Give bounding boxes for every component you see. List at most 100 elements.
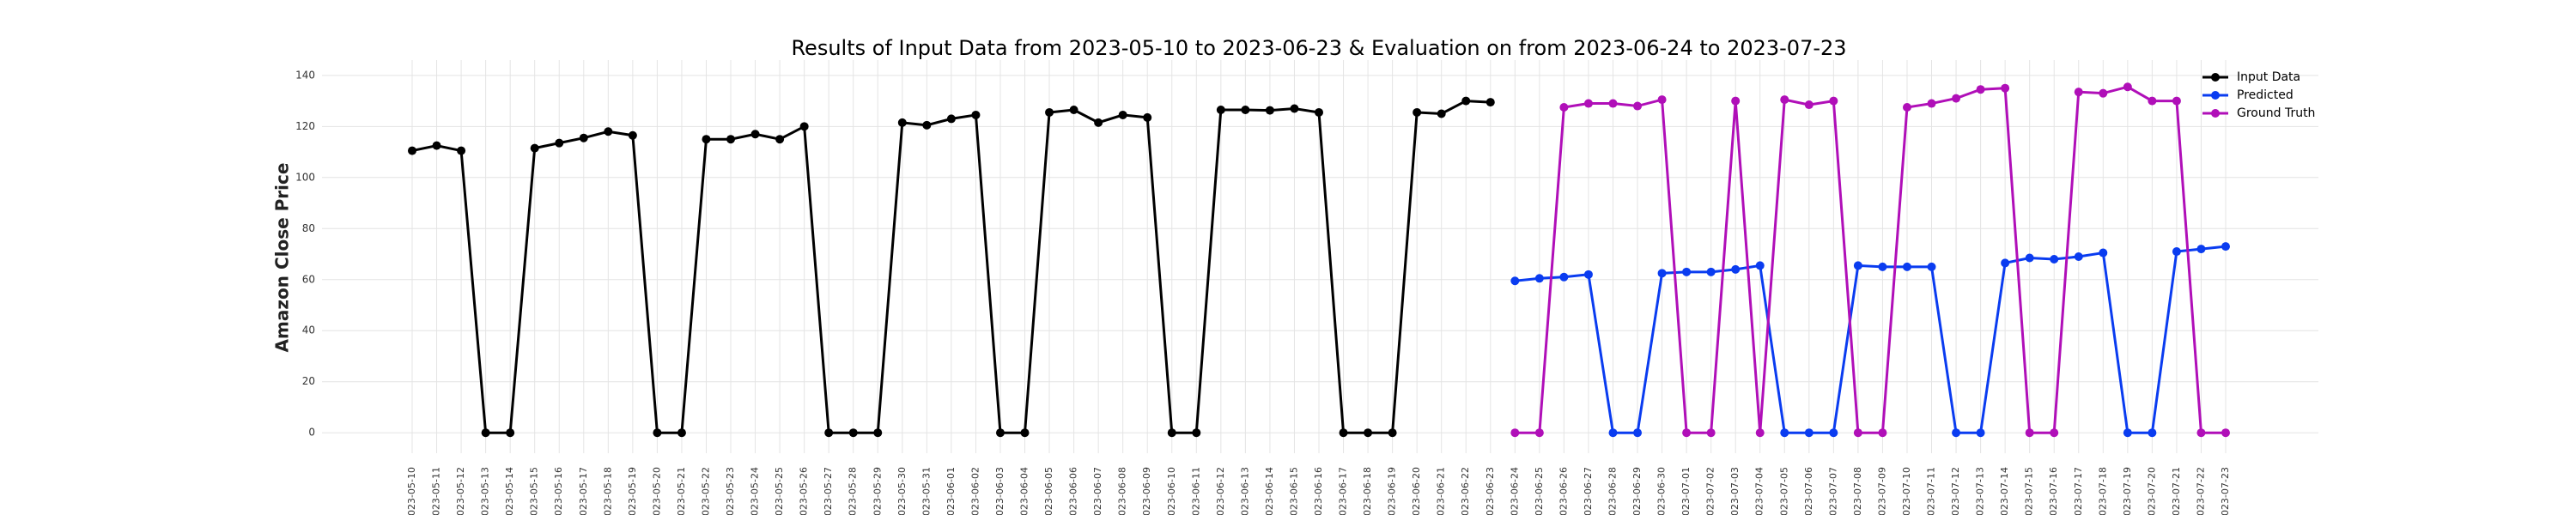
legend-label: Predicted: [2237, 88, 2293, 102]
x-tick-label: 2023-07-13: [1975, 467, 1986, 515]
data-point: [2099, 88, 2108, 98]
data-point: [1902, 103, 1911, 112]
data-point: [2001, 258, 2010, 268]
data-point: [1413, 107, 1422, 117]
x-tick-label: 2023-06-17: [1338, 467, 1349, 515]
data-point: [1927, 99, 1936, 108]
data-point: [2025, 428, 2034, 438]
data-point: [1069, 105, 1078, 114]
x-tick-label: 2023-06-07: [1092, 467, 1103, 515]
x-tick-label: 2023-05-26: [799, 467, 810, 515]
data-point: [1510, 428, 1520, 438]
data-point: [1118, 110, 1127, 119]
data-point: [750, 130, 760, 139]
x-tick-label: 2023-05-11: [431, 467, 442, 515]
x-tick-label: 2023-06-25: [1534, 467, 1545, 515]
data-point: [1143, 112, 1152, 122]
data-point: [1976, 428, 1985, 438]
data-point: [726, 135, 736, 144]
data-point: [2050, 428, 2059, 438]
data-point: [1020, 428, 1030, 438]
data-point: [1706, 267, 1716, 276]
data-point: [922, 120, 932, 130]
data-point: [775, 135, 785, 144]
data-point: [2025, 253, 2034, 263]
data-point: [1534, 428, 1544, 438]
data-point: [799, 122, 809, 131]
x-tick-label: 2023-07-17: [2073, 467, 2084, 515]
data-point: [604, 127, 613, 136]
data-point: [946, 114, 956, 124]
x-tick-label: 2023-06-22: [1460, 467, 1471, 515]
data-point: [1731, 264, 1741, 274]
x-tick-label: 2023-05-17: [578, 467, 589, 515]
x-tick-label: 2023-07-23: [2220, 467, 2231, 515]
x-tick-label: 2023-06-23: [1485, 467, 1496, 515]
data-point: [1780, 95, 1789, 105]
data-point: [1927, 262, 1936, 271]
data-point: [1682, 267, 1692, 276]
x-tick-label: 2023-07-21: [2171, 467, 2182, 515]
x-tick-label: 2023-06-21: [1436, 467, 1447, 515]
x-tick-label: 2023-06-09: [1141, 467, 1152, 515]
data-point: [2172, 96, 2181, 106]
x-tick-label: 2023-05-20: [651, 467, 662, 515]
data-point: [897, 118, 907, 127]
data-point: [1265, 106, 1274, 115]
y-tick-label: 0: [308, 427, 315, 439]
x-tick-label: 2023-07-16: [2048, 467, 2059, 515]
data-point: [653, 428, 662, 438]
data-point: [1878, 262, 1887, 271]
data-point: [1534, 274, 1544, 283]
data-point: [1829, 428, 1838, 438]
data-point: [2074, 88, 2083, 97]
data-point: [408, 146, 416, 155]
x-tick-label: 2023-06-11: [1190, 467, 1201, 515]
data-point: [1682, 428, 1692, 438]
data-point: [1755, 428, 1765, 438]
y-tick-label: 140: [295, 69, 315, 81]
data-point: [1952, 94, 1961, 103]
data-point: [2123, 428, 2132, 438]
x-tick-label: 2023-06-02: [969, 467, 981, 515]
x-tick-label: 2023-07-11: [1926, 467, 1937, 515]
data-point: [2148, 96, 2157, 106]
y-tick-label: 100: [295, 171, 315, 183]
x-tick-label: 2023-06-03: [994, 467, 1005, 515]
data-point: [2196, 245, 2206, 254]
data-point: [1853, 261, 1862, 270]
x-tick-label: 2023-06-14: [1264, 467, 1275, 515]
x-tick-label: 2023-05-13: [480, 467, 491, 515]
data-point: [2099, 248, 2108, 258]
data-point: [677, 428, 686, 438]
x-tick-label: 2023-05-22: [700, 467, 711, 515]
x-tick-label: 2023-05-23: [725, 467, 736, 515]
data-point: [2123, 82, 2132, 92]
x-tick-label: 2023-06-15: [1288, 467, 1299, 515]
data-point: [1583, 99, 1593, 108]
data-point: [1853, 428, 1862, 438]
data-point: [1559, 103, 1569, 112]
x-tick-label: 2023-07-07: [1827, 467, 1838, 515]
data-point: [2050, 254, 2059, 264]
series-line: [1515, 85, 2226, 434]
data-point: [1167, 428, 1176, 438]
data-point: [2221, 242, 2230, 251]
y-tick-label: 120: [295, 120, 315, 132]
data-point: [2221, 428, 2230, 438]
data-point: [530, 143, 539, 153]
x-tick-label: 2023-07-14: [1999, 467, 2010, 515]
x-tick-label: 2023-05-28: [848, 467, 859, 515]
x-tick-label: 2023-07-10: [1901, 467, 1912, 515]
x-tick-label: 2023-05-10: [406, 467, 417, 515]
x-tick-label: 2023-05-30: [896, 467, 908, 515]
data-point: [2172, 247, 2181, 257]
legend-label: Input Data: [2237, 70, 2300, 84]
x-tick-label: 2023-06-06: [1068, 467, 1079, 515]
data-point: [1583, 270, 1593, 279]
x-tick-label: 2023-07-05: [1778, 467, 1789, 515]
x-tick-label: 2023-06-16: [1313, 467, 1324, 515]
series-line: [1515, 245, 2227, 434]
data-point: [1878, 428, 1887, 438]
data-point: [1633, 101, 1643, 111]
